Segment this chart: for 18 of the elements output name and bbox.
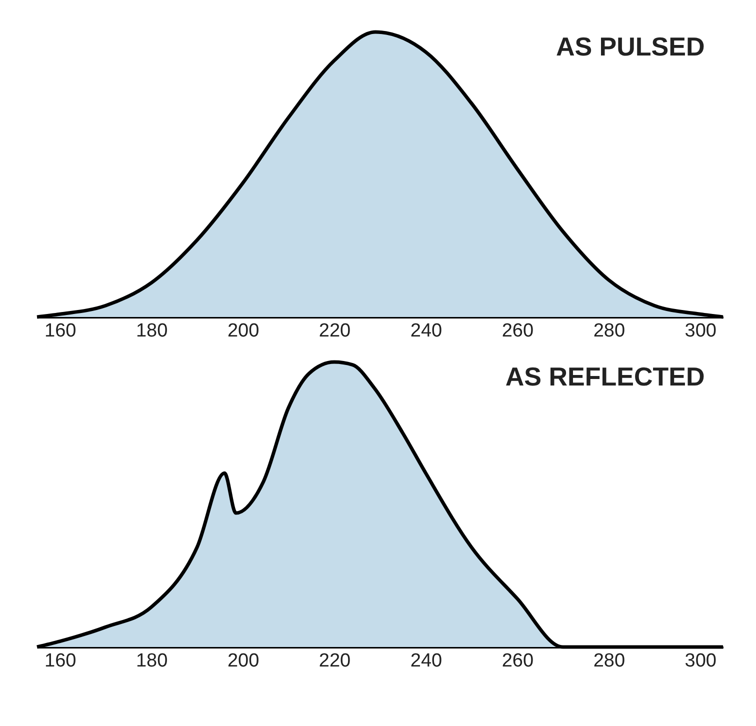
x-tick-label: 240	[410, 320, 442, 342]
x-tick-label: 200	[227, 320, 260, 342]
x-tick-label: 220	[318, 320, 351, 342]
chart-title: AS REFLECTED	[505, 361, 705, 392]
x-tick-label: 160	[44, 320, 76, 342]
x-tick-label: 260	[502, 650, 534, 672]
chart-title: AS PULSED	[556, 31, 705, 62]
x-tick-label: 180	[136, 650, 168, 672]
x-tick-label: 200	[227, 650, 260, 672]
x-tick-label: 220	[318, 650, 351, 672]
x-tick-label: 180	[136, 320, 168, 342]
x-tick-label: 300	[684, 320, 716, 342]
x-tick-label: 240	[410, 650, 442, 672]
x-tick-label: 300	[684, 650, 716, 672]
x-tick-label: 160	[44, 650, 76, 672]
x-tick-label: 280	[593, 320, 626, 342]
x-tick-label: 280	[593, 650, 626, 672]
x-tick-label: 260	[502, 320, 534, 342]
